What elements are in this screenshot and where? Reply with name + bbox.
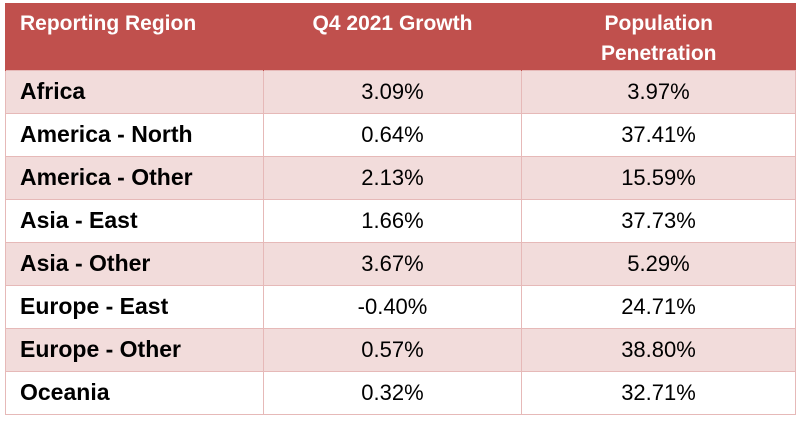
- cell-growth: 2.13%: [263, 155, 522, 200]
- table-row: Africa 3.09% 3.97%: [5, 69, 796, 114]
- table-row: Asia - East 1.66% 37.73%: [5, 198, 796, 243]
- cell-growth: 0.57%: [263, 327, 522, 372]
- region-growth-table: Reporting Region Q4 2021 Growth Populati…: [5, 3, 796, 415]
- header-q4-2021-growth: Q4 2021 Growth: [263, 3, 522, 70]
- header-population-line1: Population: [604, 12, 714, 35]
- table-row: Oceania 0.32% 32.71%: [5, 370, 796, 415]
- cell-penetration: 3.97%: [521, 69, 796, 114]
- cell-penetration: 5.29%: [521, 241, 796, 286]
- cell-region: America - Other: [5, 155, 264, 200]
- cell-region: Africa: [5, 69, 264, 114]
- cell-region: Asia - Other: [5, 241, 264, 286]
- header-reporting-region: Reporting Region: [5, 3, 264, 70]
- cell-growth: 0.32%: [263, 370, 522, 415]
- data-table-container: Reporting Region Q4 2021 Growth Populati…: [5, 3, 796, 420]
- cell-region: America - North: [5, 112, 264, 157]
- cell-penetration: 24.71%: [521, 284, 796, 329]
- cell-penetration: 37.41%: [521, 112, 796, 157]
- cell-region: Europe - Other: [5, 327, 264, 372]
- table-row: Asia - Other 3.67% 5.29%: [5, 241, 796, 286]
- table-row: America - Other 2.13% 15.59%: [5, 155, 796, 200]
- header-population-line2: Penetration: [600, 42, 717, 65]
- table-row: Europe - East -0.40% 24.71%: [5, 284, 796, 329]
- header-population-penetration: Population Penetration: [521, 3, 796, 70]
- cell-growth: 3.09%: [263, 69, 522, 114]
- cell-growth: 1.66%: [263, 198, 522, 243]
- cell-growth: -0.40%: [263, 284, 522, 329]
- cell-penetration: 32.71%: [521, 370, 796, 415]
- cell-penetration: 37.73%: [521, 198, 796, 243]
- table-header: Reporting Region Q4 2021 Growth Populati…: [5, 3, 796, 70]
- table-row: America - North 0.64% 37.41%: [5, 112, 796, 157]
- table-body: Africa 3.09% 3.97% America - North 0.64% 37.4…: [5, 69, 796, 415]
- cell-region: Europe - East: [5, 284, 264, 329]
- cell-growth: 3.67%: [263, 241, 522, 286]
- header-row: Reporting Region Q4 2021 Growth Populati…: [5, 3, 796, 70]
- table-row: Europe - Other 0.57% 38.80%: [5, 327, 796, 372]
- cell-penetration: 38.80%: [521, 327, 796, 372]
- cell-region: Oceania: [5, 370, 264, 415]
- cell-penetration: 15.59%: [521, 155, 796, 200]
- cell-growth: 0.64%: [263, 112, 522, 157]
- cell-region: Asia - East: [5, 198, 264, 243]
